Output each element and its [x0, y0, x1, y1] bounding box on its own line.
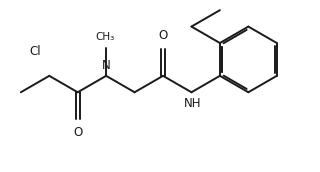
Text: O: O: [158, 29, 168, 42]
Text: N: N: [102, 59, 110, 72]
Text: CH₃: CH₃: [95, 32, 114, 42]
Text: Cl: Cl: [29, 45, 41, 58]
Text: O: O: [73, 126, 82, 139]
Text: NH: NH: [184, 97, 202, 110]
